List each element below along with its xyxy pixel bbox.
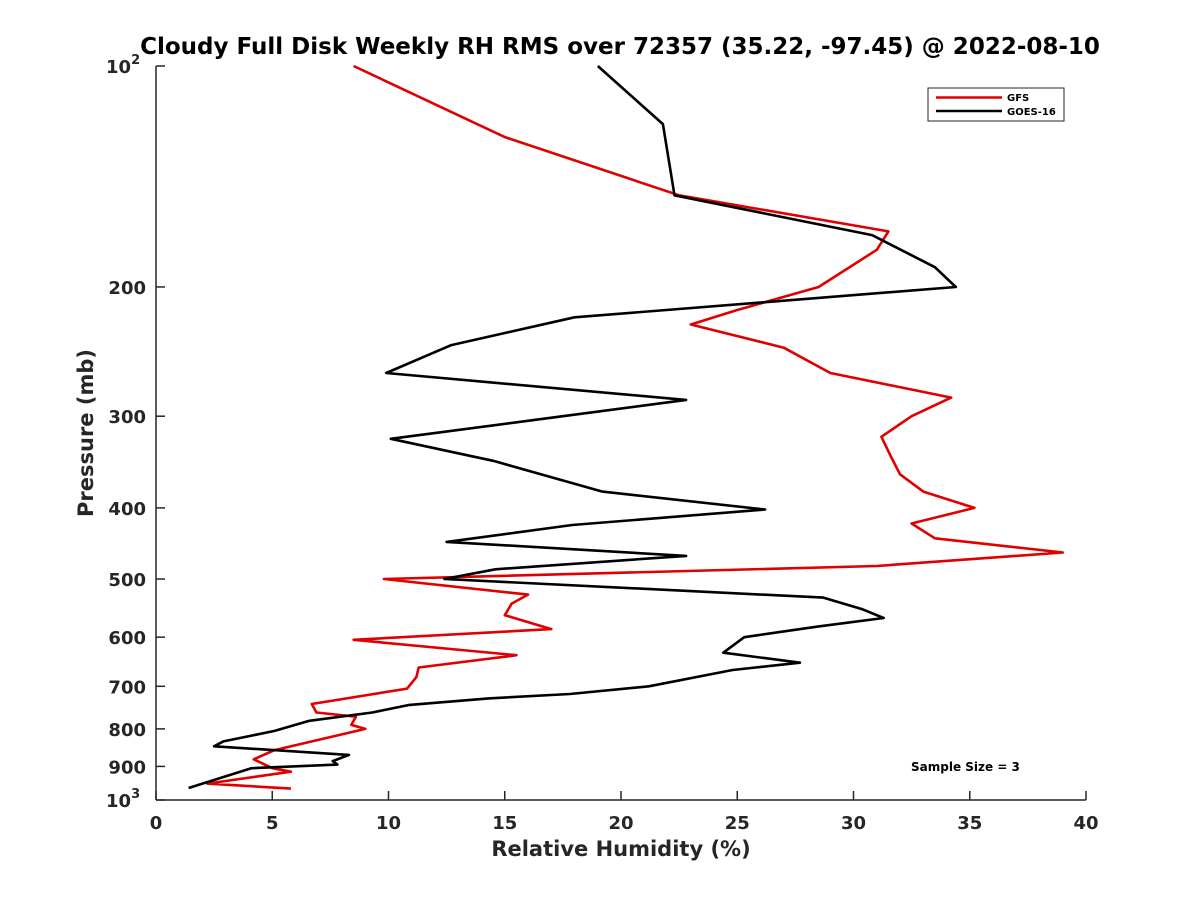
legend: GFS GOES-16 [927,87,1065,122]
x-tick-label: 0 [150,813,163,834]
legend-box [927,87,1065,122]
x-tick-label: 10 [376,813,401,834]
legend-label-goes16: GOES-16 [1007,107,1056,118]
x-tick-label: 40 [1073,813,1098,834]
series-line-goes16 [188,65,958,790]
y-axis-label: Pressure (mb) [74,349,98,517]
y-tick-label: 200 [108,278,146,299]
y-tick-label: 102 [106,53,140,78]
x-tick-label: 25 [725,813,750,834]
legend-label-gfs: GFS [1007,93,1029,104]
x-ticks: 0 5 10 15 20 25 30 35 40 [150,791,1099,834]
x-axis-label: Relative Humidity (%) [491,837,750,861]
plot-area [156,66,1086,800]
x-tick-label: 35 [957,813,982,834]
y-tick-label: 400 [108,499,146,520]
y-tick-label: 300 [108,407,146,428]
x-tick-label: 30 [841,813,866,834]
y-tick-label-exponent: 2 [131,53,140,68]
sample-size-annotation: Sample Size = 3 [911,760,1020,774]
y-tick-label-exponent: 3 [131,787,140,802]
x-tick-label: 20 [608,813,633,834]
x-tick-label: 5 [266,813,279,834]
y-tick-label-base: 10 [106,57,131,78]
y-tick-label: 500 [108,570,146,591]
x-tick-label: 15 [492,813,517,834]
series-line-gfs [205,64,1065,790]
y-tick-label: 600 [108,628,146,649]
series-layer [188,64,1065,790]
chart-title: Cloudy Full Disk Weekly RH RMS over 7235… [140,34,1100,60]
y-tick-label: 800 [108,720,146,741]
y-tick-label: 700 [108,677,146,698]
axes-background [156,66,1086,800]
y-tick-label-base: 10 [106,791,131,812]
y-tick-label: 103 [106,787,140,812]
y-tick-label: 900 [108,757,146,778]
